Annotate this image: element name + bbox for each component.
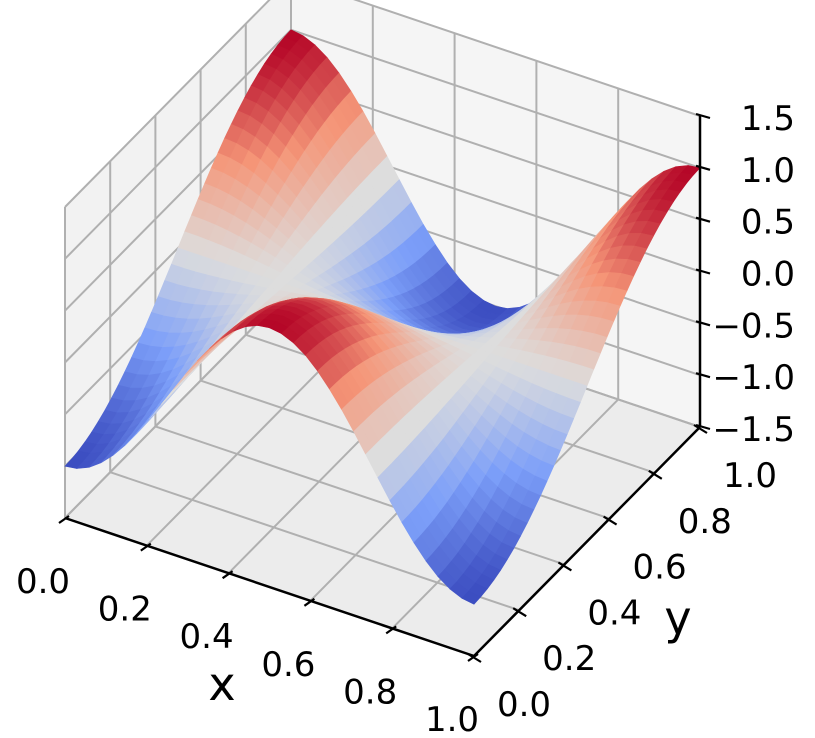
z-tick-label: 0.5 <box>741 203 795 243</box>
y-tick-label: 0.0 <box>497 685 551 725</box>
z-tick <box>695 112 711 120</box>
z-tick <box>695 164 711 171</box>
y-tick-label: 0.6 <box>633 548 687 588</box>
y-axis-label: y <box>664 591 691 645</box>
y-tick <box>648 469 663 480</box>
y-tick-label: 0.8 <box>678 502 732 542</box>
z-tick <box>695 216 711 223</box>
tick-labels: 0.0 0.2 0.4 0.6 0.8 1.0 0.0 0.2 0.4 0.6 0.8 1.0 −1.5… <box>16 99 795 738</box>
z-grid-left <box>64 288 292 519</box>
y-tick <box>603 515 618 526</box>
x-tick-label: 0.6 <box>261 645 315 685</box>
surface-mesh <box>64 29 701 605</box>
z-grid-back <box>290 28 701 169</box>
y-tick-label: 1.0 <box>723 456 777 496</box>
z-tick-label: 0.0 <box>741 255 795 295</box>
z-tick-label: 1.5 <box>741 99 795 139</box>
y-axis-line <box>473 426 701 657</box>
y-tick <box>693 424 708 434</box>
z-tick-label: −0.5 <box>712 306 795 346</box>
z-tick <box>695 268 711 275</box>
x-tick-label: 0.8 <box>343 672 397 712</box>
x-tick <box>303 597 316 607</box>
z-tick-label: −1.5 <box>712 410 795 450</box>
z-tick-label: −1.0 <box>712 358 795 398</box>
x-tick-label: 0.2 <box>98 590 152 630</box>
x-tick <box>140 542 152 552</box>
y-tick <box>557 561 572 572</box>
z-tick <box>695 320 711 327</box>
y-tick <box>467 653 482 663</box>
z-tick-label: 1.0 <box>741 151 795 191</box>
z-tick <box>695 423 711 431</box>
z-tick <box>695 372 711 379</box>
y-tick-label: 0.4 <box>587 593 641 633</box>
y-tick <box>512 607 527 618</box>
axis-lines <box>58 112 711 663</box>
y-tick-label: 0.2 <box>542 639 596 679</box>
x-tick <box>385 625 397 635</box>
x-tick-label: 0.0 <box>16 562 70 602</box>
z-grid-back <box>353 0 701 117</box>
x-axis-line <box>64 516 475 658</box>
z-grid-left <box>64 0 271 208</box>
surface-facet <box>461 590 482 605</box>
x-tick <box>221 570 234 580</box>
x-tick-label: 1.0 <box>425 700 479 738</box>
x-axis-label: x <box>208 657 235 711</box>
x-tick-label: 0.4 <box>180 617 234 657</box>
z-grid-left <box>64 29 292 260</box>
x-tick <box>58 515 70 524</box>
